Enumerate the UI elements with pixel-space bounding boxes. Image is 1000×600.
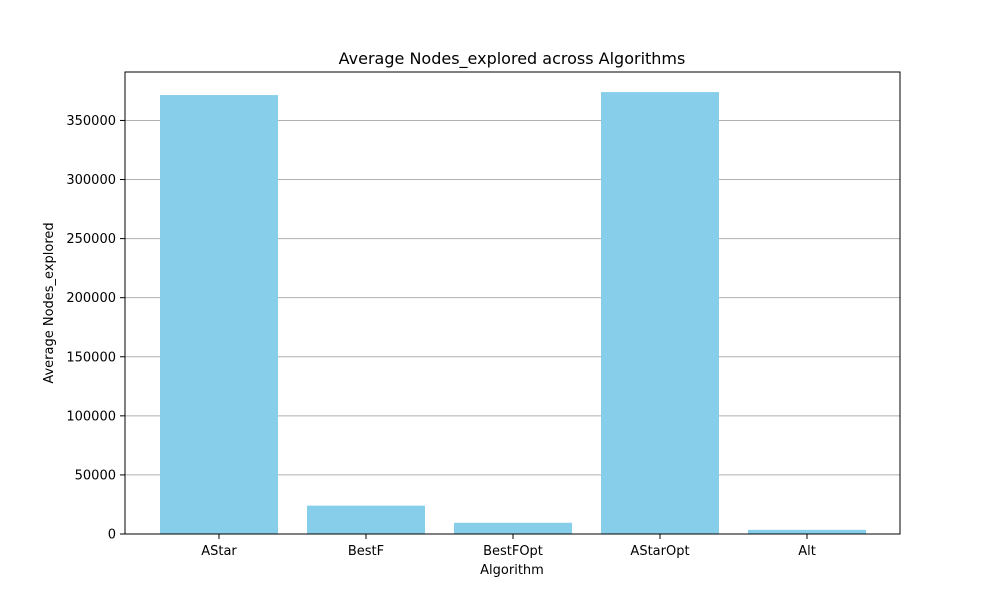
bar-bestf [307,505,425,534]
bars [160,92,866,534]
y-tick-label: 50000 [75,468,116,483]
chart-title: Average Nodes_explored across Algorithms [339,49,686,69]
bar-astar [160,95,278,534]
y-tick-label: 150000 [66,350,116,365]
x-axis-label: Algorithm [480,563,544,578]
y-tick-label: 200000 [66,291,116,306]
x-tick-label: BestF [348,544,384,559]
x-tick-label: BestFOpt [483,544,543,559]
y-tick-label: 100000 [66,409,116,424]
x-tick-label: AStarOpt [630,544,689,559]
bar-alt [748,529,866,534]
x-tick-label: AStar [201,544,237,559]
bar-astaropt [601,92,719,534]
y-tick-label: 250000 [66,232,116,247]
y-axis-ticks: 0 50000 100000 150000 200000 250000 300000 3500… [66,114,125,543]
x-axis-ticks: AStar BestF BestFOpt AStarOpt Alt [201,534,816,559]
bar-bestfopt [454,522,572,534]
y-tick-label: 350000 [66,114,116,129]
y-tick-label: 0 [108,528,116,543]
x-tick-label: Alt [798,544,816,559]
y-tick-label: 300000 [66,173,116,188]
y-axis-label: Average Nodes_explored [42,222,57,383]
